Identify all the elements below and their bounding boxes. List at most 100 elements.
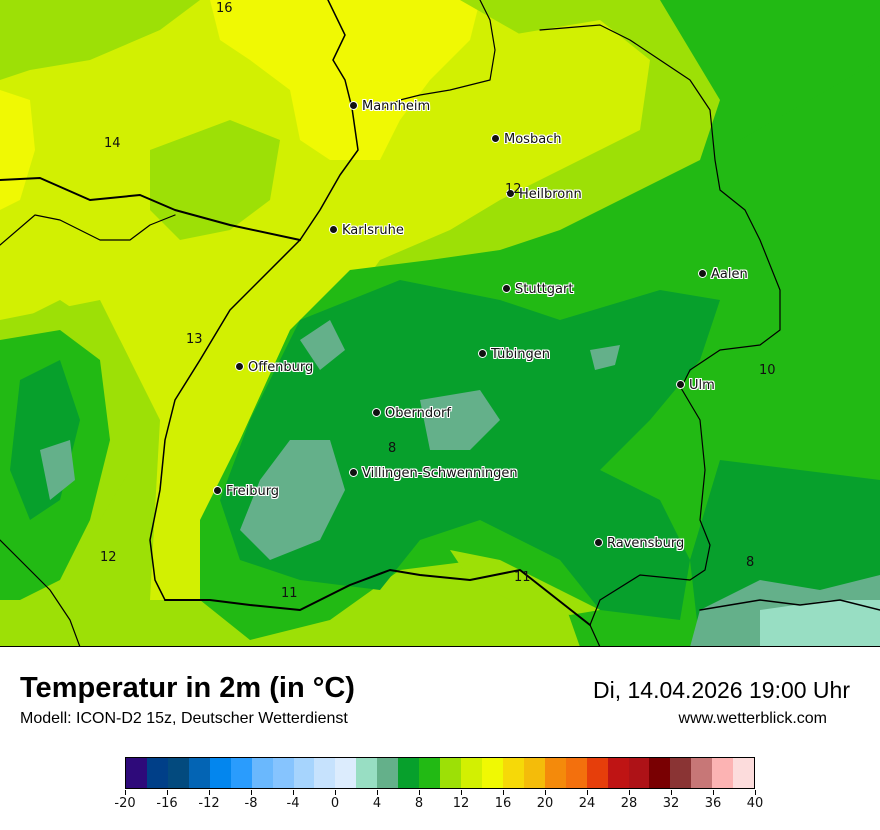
city-marker-icon <box>235 362 244 371</box>
colorbar-swatch <box>419 758 441 788</box>
isoline-label: 14 <box>104 136 121 151</box>
city-marker-icon <box>213 486 222 495</box>
city-marker-icon <box>676 380 685 389</box>
tick-mark <box>587 790 588 795</box>
isoline-label: 11 <box>281 586 298 601</box>
tick-label: -8 <box>244 796 258 811</box>
tick-label: 12 <box>452 796 470 811</box>
temperature-colorbar <box>125 757 755 789</box>
colorbar-swatch <box>335 758 357 788</box>
colorbar-swatch <box>544 758 566 788</box>
city-marker-icon <box>349 468 358 477</box>
tick-mark <box>209 790 210 795</box>
isoline-label: 13 <box>186 332 203 347</box>
tick-mark <box>503 790 504 795</box>
tick-mark <box>713 790 714 795</box>
colorbar-swatch <box>440 758 461 788</box>
city-marker-icon <box>698 269 707 278</box>
colorbar-swatch <box>126 758 147 788</box>
city-aalen[interactable]: Aalen <box>698 267 748 282</box>
isoline-label: 16 <box>216 1 233 16</box>
city-oberndorf[interactable]: Oberndorf <box>372 406 451 421</box>
city-freiburg[interactable]: Freiburg <box>213 484 279 499</box>
tick-label: 36 <box>704 796 722 811</box>
colorbar-swatch <box>502 758 524 788</box>
tick-mark <box>545 790 546 795</box>
tick-label: 16 <box>494 796 512 811</box>
tick-mark <box>335 790 336 795</box>
tick-label: 28 <box>620 796 638 811</box>
city-villingen-schwenningen[interactable]: Villingen-Schwenningen <box>349 466 518 481</box>
tick-label: 8 <box>414 796 424 811</box>
tick-mark <box>755 790 756 795</box>
colorbar-swatch <box>398 758 420 788</box>
city-ulm[interactable]: Ulm <box>676 378 715 393</box>
tick-label: 32 <box>662 796 680 811</box>
temperature-map[interactable]: Mannheim Mosbach Heilbronn Karlsruhe Aal… <box>0 0 880 647</box>
tick-mark <box>671 790 672 795</box>
colorbar-swatch <box>230 758 252 788</box>
tick-label: -16 <box>156 796 178 811</box>
colorbar-swatch <box>481 758 503 788</box>
tick-label: 24 <box>578 796 596 811</box>
colorbar-ticks: -20 -16 -12 -8 -4 0 4 8 12 16 20 24 28 32 36 40 <box>114 790 763 820</box>
tick-mark <box>125 790 126 795</box>
tick-label: 20 <box>536 796 554 811</box>
isoline-label: 8 <box>388 441 397 456</box>
colorbar-swatch <box>293 758 315 788</box>
map-title: Temperatur in 2m (in °C) <box>20 672 355 704</box>
city-marker-icon <box>594 538 603 547</box>
city-karlsruhe[interactable]: Karlsruhe <box>329 223 404 238</box>
website-link[interactable]: www.wetterblick.com <box>678 710 827 727</box>
colorbar-swatch <box>251 758 273 788</box>
model-subtitle: Modell: ICON-D2 15z, Deutscher Wetterdie… <box>20 710 348 727</box>
colorbar-swatch <box>523 758 545 788</box>
colorbar-swatch <box>586 758 608 788</box>
city-marker-icon <box>329 225 338 234</box>
city-marker-icon <box>478 349 487 358</box>
colorbar-swatch <box>691 758 713 788</box>
colorbar-swatch <box>377 758 399 788</box>
colorbar-swatch <box>314 758 336 788</box>
tick-label: 0 <box>330 796 340 811</box>
tick-label: -20 <box>114 796 136 811</box>
city-ravensburg[interactable]: Ravensburg <box>594 536 684 551</box>
city-stuttgart[interactable]: Stuttgart <box>502 282 573 297</box>
isoline-label: 11 <box>514 570 531 585</box>
colorbar-swatch <box>565 758 587 788</box>
tick-mark <box>293 790 294 795</box>
tick-mark <box>419 790 420 795</box>
tick-label: -4 <box>286 796 300 811</box>
tick-mark <box>377 790 378 795</box>
colorbar-swatch <box>607 758 629 788</box>
city-mannheim[interactable]: Mannheim <box>349 99 430 114</box>
tick-label: 4 <box>372 796 382 811</box>
colorbar-swatch <box>670 758 692 788</box>
city-marker-icon <box>372 408 381 417</box>
forecast-datetime: Di, 14.04.2026 19:00 Uhr <box>592 677 850 703</box>
colorbar-swatch <box>167 758 189 788</box>
colorbar-swatch <box>272 758 294 788</box>
tick-mark <box>629 790 630 795</box>
city-mosbach[interactable]: Mosbach <box>491 132 562 147</box>
colorbar-swatch <box>628 758 650 788</box>
city-tuebingen[interactable]: Tübingen <box>478 347 550 362</box>
colorbar-swatch <box>188 758 210 788</box>
city-heilbronn[interactable]: Heilbronn <box>506 187 582 202</box>
colorbar-swatch <box>649 758 671 788</box>
temperature-field <box>0 0 880 646</box>
city-marker-icon <box>491 134 500 143</box>
city-marker-icon <box>506 189 515 198</box>
tick-label: 40 <box>746 796 764 811</box>
tick-mark <box>167 790 168 795</box>
isoline-label: 10 <box>759 363 776 378</box>
isoline-label: 8 <box>746 555 755 570</box>
colorbar-swatch <box>146 758 168 788</box>
colorbar-swatch <box>733 758 755 788</box>
colorbar-swatch <box>712 758 734 788</box>
tick-label: -12 <box>198 796 220 811</box>
city-marker-icon <box>502 284 511 293</box>
isoline-label: 12 <box>100 550 117 565</box>
city-marker-icon <box>349 101 358 110</box>
city-offenburg[interactable]: Offenburg <box>235 360 313 375</box>
